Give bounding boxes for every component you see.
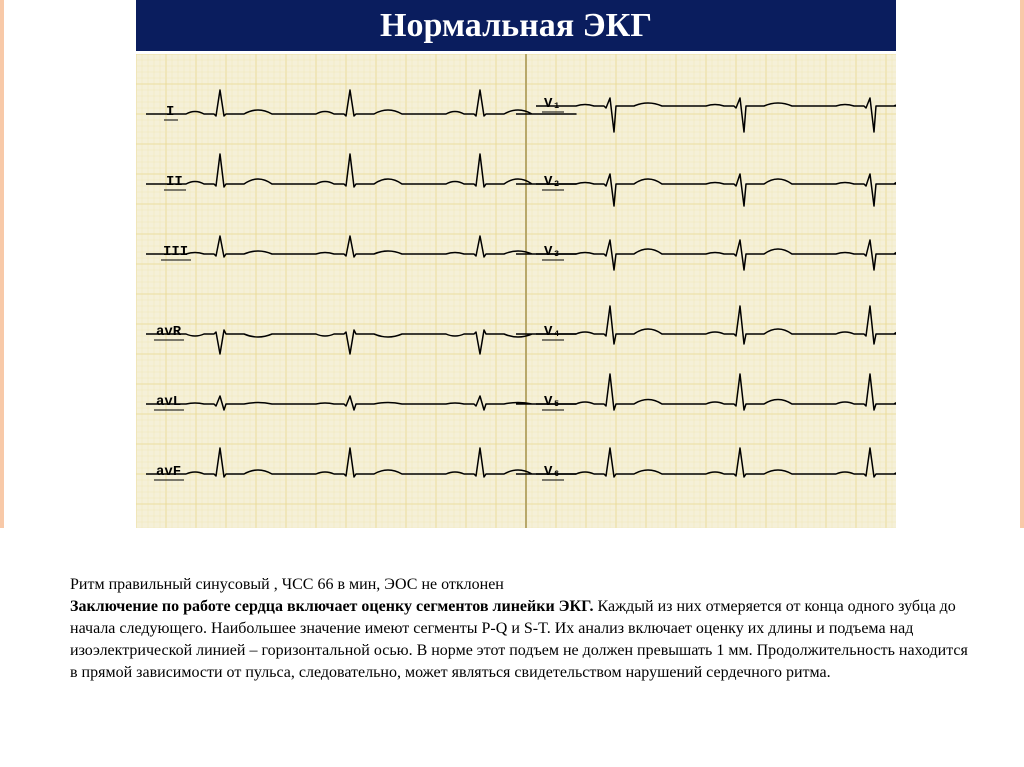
ecg-trace-I <box>146 90 576 116</box>
ecg-trace-V₆ <box>536 448 896 477</box>
lead-label-II: II <box>166 174 183 190</box>
lead-label-avL: avL <box>156 394 181 410</box>
lead-label-V₃: V₃ <box>544 244 561 260</box>
ecg-card: Нормальная ЭКГ IIIIIIavRavLavFV₁V₂V₃V₄V₅… <box>136 0 896 528</box>
lead-label-avF: avF <box>156 464 181 480</box>
lead-label-V₂: V₂ <box>544 174 561 190</box>
ecg-trace-V₅ <box>536 374 896 410</box>
lead-label-I: I <box>166 104 174 120</box>
ecg-trace-V₃ <box>536 240 896 270</box>
ecg-trace-V₄ <box>536 306 896 344</box>
desc-line1: Ритм правильный синусовый , ЧСС 66 в мин… <box>70 576 504 593</box>
lead-label-III: III <box>163 244 188 260</box>
ecg-area: IIIIIIavRavLavFV₁V₂V₃V₄V₅V₆ <box>136 54 896 528</box>
lead-label-V₁: V₁ <box>544 96 561 112</box>
ecg-title: Нормальная ЭКГ <box>136 0 896 54</box>
lead-label-V₅: V₅ <box>544 394 561 410</box>
ecg-svg <box>136 54 896 528</box>
lead-label-avR: avR <box>156 324 181 340</box>
desc-bold: Заключение по работе сердца включает оце… <box>70 598 594 615</box>
lead-label-V₄: V₄ <box>544 324 561 340</box>
ecg-trace-V₂ <box>536 174 896 206</box>
lead-label-V₆: V₆ <box>544 464 561 480</box>
slide-frame: Нормальная ЭКГ IIIIIIavRavLavFV₁V₂V₃V₄V₅… <box>0 0 1024 528</box>
description-text: Ритм правильный синусовый , ЧСС 66 в мин… <box>70 574 970 684</box>
ecg-trace-V₁ <box>536 98 896 132</box>
ecg-trace-avF <box>146 448 576 477</box>
ecg-trace-II <box>146 154 576 187</box>
ecg-trace-III <box>146 236 576 257</box>
